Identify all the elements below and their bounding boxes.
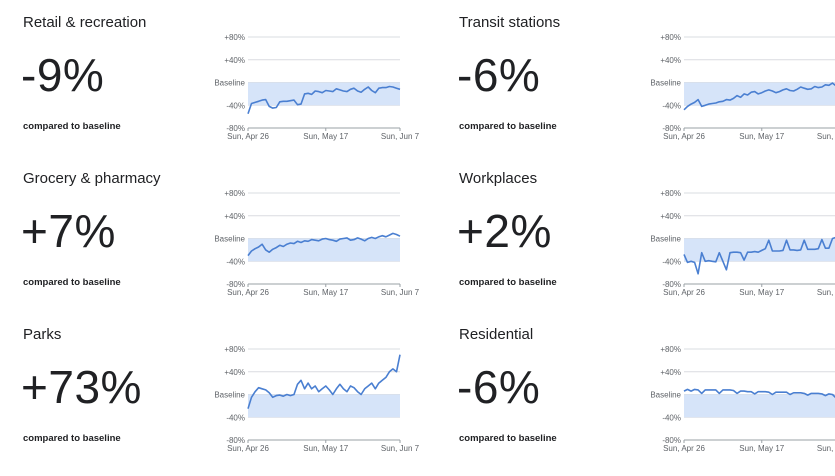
x-tick-label: Sun, May 17 (303, 132, 348, 141)
mobility-chart: +80% +40% Baseline -40% -80%Sun, Apr 26 Sun, … (214, 345, 420, 453)
y-tick-label: -40% (662, 101, 681, 110)
baseline-band (684, 394, 835, 418)
baseline-band (248, 394, 400, 418)
x-tick-label: Sun, Apr 26 (663, 444, 705, 453)
y-tick-label: -40% (226, 413, 245, 422)
y-tick-label: Baseline (650, 79, 681, 88)
panel-workplaces: Workplaces +2% compared to baseline +80%… (457, 170, 835, 320)
y-tick-label: Baseline (214, 391, 245, 400)
x-tick-label: Sun, Apr 26 (227, 132, 269, 141)
y-tick-label: -40% (226, 257, 245, 266)
y-tick-label: Baseline (650, 391, 681, 400)
y-tick-label: +80% (224, 33, 245, 42)
x-tick-label: Sun, Jun 7 (817, 288, 835, 297)
compared-label: compared to baseline (23, 121, 121, 132)
series-line (683, 82, 835, 111)
y-tick-label: +40% (224, 212, 245, 221)
x-tick-label: Sun, May 17 (303, 444, 348, 453)
mobility-chart: +80% +40% Baseline -40% -80%Sun, Apr 26 Sun, … (214, 33, 420, 141)
y-tick-label: +80% (660, 345, 681, 354)
y-tick-label: -80% (226, 436, 245, 445)
y-tick-label: -80% (226, 280, 245, 289)
y-tick-label: +40% (660, 368, 681, 377)
panel-grocery: Grocery & pharmacy +7% compared to basel… (21, 170, 433, 320)
y-tick-label: -40% (226, 101, 245, 110)
y-tick-label: +80% (660, 189, 681, 198)
percent-change: +73% (21, 361, 142, 413)
panel-retail: Retail & recreation -9% compared to base… (21, 14, 433, 164)
y-tick-label: -80% (662, 124, 681, 133)
mobility-chart: +80% +40% Baseline -40% -80%Sun, Apr 26 Sun, … (214, 189, 420, 297)
category-title: Retail & recreation (23, 14, 147, 31)
y-tick-label: +80% (660, 33, 681, 42)
percent-change: -6% (457, 361, 541, 413)
y-tick-label: -80% (226, 124, 245, 133)
y-tick-label: Baseline (214, 235, 245, 244)
percent-change: -6% (457, 49, 541, 101)
mobility-chart: +80% +40% Baseline -40% -80%Sun, Apr 26 Sun, … (650, 345, 835, 453)
y-tick-label: +40% (660, 212, 681, 221)
percent-change: -9% (21, 49, 105, 101)
y-tick-label: -40% (662, 413, 681, 422)
x-tick-label: Sun, May 17 (739, 132, 784, 141)
y-tick-label: Baseline (214, 79, 245, 88)
baseline-band (684, 238, 835, 262)
compared-label: compared to baseline (459, 277, 557, 288)
x-tick-label: Sun, Apr 26 (227, 288, 269, 297)
baseline-band (248, 82, 400, 106)
compared-label: compared to baseline (23, 277, 121, 288)
category-title: Workplaces (459, 170, 538, 187)
x-tick-label: Sun, Jun 7 (817, 444, 835, 453)
y-tick-label: -80% (662, 436, 681, 445)
percent-change: +7% (21, 205, 116, 257)
y-tick-label: +40% (660, 56, 681, 65)
x-tick-label: Sun, May 17 (739, 444, 784, 453)
series-line (247, 232, 401, 257)
y-tick-label: +40% (224, 368, 245, 377)
x-tick-label: Sun, Jun 7 (381, 288, 420, 297)
y-tick-label: +80% (224, 345, 245, 354)
percent-change: +2% (457, 205, 552, 257)
mobility-chart: +80% +40% Baseline -40% -80%Sun, Apr 26 Sun, … (650, 189, 835, 297)
panel-transit: Transit stations -6% compared to baselin… (457, 14, 835, 164)
x-tick-label: Sun, Jun 7 (381, 444, 420, 453)
x-tick-label: Sun, Jun 7 (817, 132, 835, 141)
x-tick-label: Sun, Apr 26 (227, 444, 269, 453)
compared-label: compared to baseline (23, 433, 121, 444)
series-line (247, 354, 401, 409)
x-tick-label: Sun, Apr 26 (663, 288, 705, 297)
series-line (683, 236, 835, 275)
mobility-chart: +80% +40% Baseline -40% -80%Sun, Apr 26 Sun, … (650, 33, 835, 141)
series-line (683, 388, 835, 399)
panel-parks: Parks +73% compared to baseline +80% +40%… (21, 326, 433, 476)
series-line (247, 85, 401, 115)
compared-label: compared to baseline (459, 433, 557, 444)
x-tick-label: Sun, Jun 7 (381, 132, 420, 141)
category-title: Transit stations (459, 14, 561, 31)
category-title: Residential (459, 326, 534, 343)
y-tick-label: -40% (662, 257, 681, 266)
x-tick-label: Sun, May 17 (303, 288, 348, 297)
y-tick-label: Baseline (650, 235, 681, 244)
y-tick-label: +40% (224, 56, 245, 65)
panel-residential: Residential -6% compared to baseline +80… (457, 326, 835, 476)
y-tick-label: +80% (224, 189, 245, 198)
x-tick-label: Sun, Apr 26 (663, 132, 705, 141)
category-title: Parks (23, 326, 62, 343)
category-title: Grocery & pharmacy (23, 170, 161, 187)
x-tick-label: Sun, May 17 (739, 288, 784, 297)
y-tick-label: -80% (662, 280, 681, 289)
compared-label: compared to baseline (459, 121, 557, 132)
